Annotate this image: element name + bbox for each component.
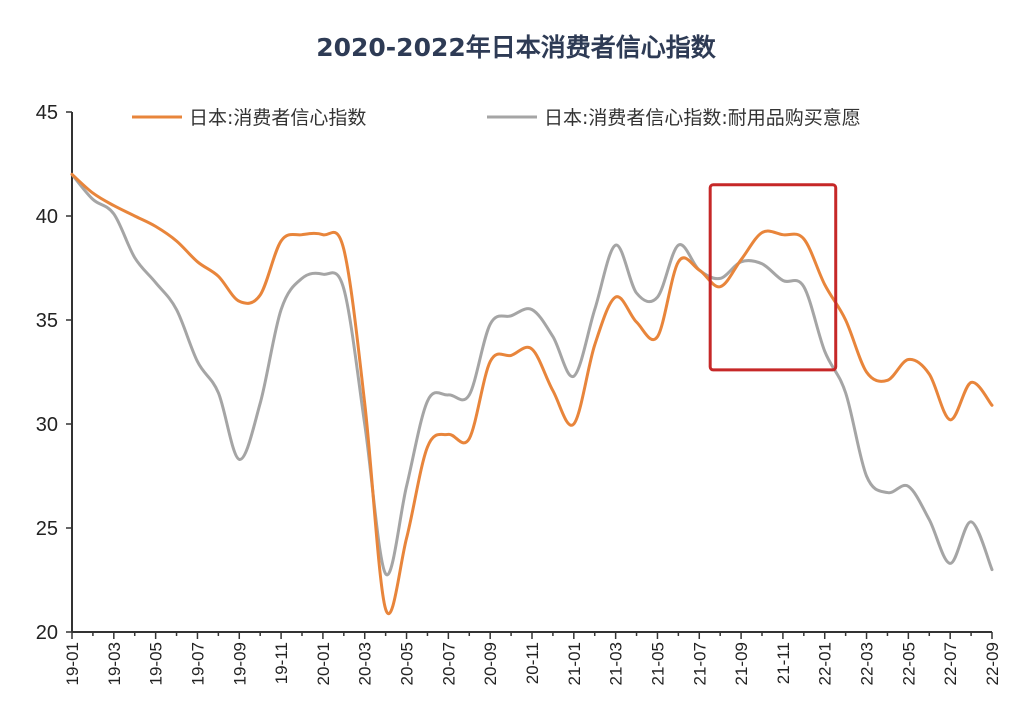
y-tick-label: 30 bbox=[36, 414, 58, 436]
y-tick-label: 45 bbox=[36, 102, 58, 124]
y-tick-label: 35 bbox=[36, 310, 58, 332]
x-tick-label: 21-09 bbox=[732, 642, 751, 685]
highlight-region bbox=[708, 183, 838, 372]
x-tick-label: 19-01 bbox=[63, 642, 82, 685]
x-tick-label: 22-03 bbox=[858, 642, 877, 685]
x-tick-label: 20-05 bbox=[398, 642, 417, 685]
x-tick-label: 22-09 bbox=[983, 642, 1002, 685]
chart-title: 2020-2022年日本消费者信心指数 bbox=[316, 33, 717, 62]
x-tick-label: 20-01 bbox=[314, 642, 333, 685]
legend: 日本:消费者信心指数 日本:消费者信心指数:耐用品购买意愿 bbox=[132, 107, 861, 129]
x-tick-label: 19-09 bbox=[230, 642, 249, 685]
x-tick-label: 20-03 bbox=[356, 642, 375, 685]
x-tick-label: 21-03 bbox=[607, 642, 626, 685]
x-tick-label: 21-01 bbox=[565, 642, 584, 685]
series-line-consumer-confidence bbox=[70, 172, 994, 615]
x-axis: 19-01 19-03 19-05 19-07 19-09 19-11 20-01 20-03… bbox=[63, 631, 1002, 685]
legend-label-consumer-confidence: 日本:消费者信心指数 bbox=[189, 107, 366, 129]
y-axis: 20 25 30 35 40 45 bbox=[36, 102, 73, 644]
x-tick-label: 19-11 bbox=[272, 642, 291, 684]
x-tick-label: 21-05 bbox=[648, 642, 667, 685]
x-tick-label: 19-03 bbox=[105, 642, 124, 685]
x-tick-label: 21-11 bbox=[774, 642, 793, 684]
y-tick-label: 40 bbox=[36, 206, 58, 228]
x-tick-label: 22-05 bbox=[899, 642, 918, 685]
legend-label-durable-goods: 日本:消费者信心指数:耐用品购买意愿 bbox=[544, 107, 861, 129]
plot-lines bbox=[70, 172, 994, 615]
x-tick-label: 20-11 bbox=[523, 642, 542, 684]
series-line-durable-goods bbox=[70, 172, 994, 577]
x-tick-label: 22-07 bbox=[941, 642, 960, 685]
x-tick-label: 19-05 bbox=[147, 642, 166, 685]
x-tick-label: 20-07 bbox=[439, 642, 458, 685]
x-tick-label: 22-01 bbox=[816, 642, 835, 685]
y-tick-label: 20 bbox=[36, 622, 58, 644]
y-tick-label: 25 bbox=[36, 518, 58, 540]
x-tick-label: 19-07 bbox=[188, 642, 207, 685]
x-tick-label: 20-09 bbox=[481, 642, 500, 685]
x-tick-label: 21-07 bbox=[690, 642, 709, 685]
highlight-box bbox=[708, 183, 838, 372]
